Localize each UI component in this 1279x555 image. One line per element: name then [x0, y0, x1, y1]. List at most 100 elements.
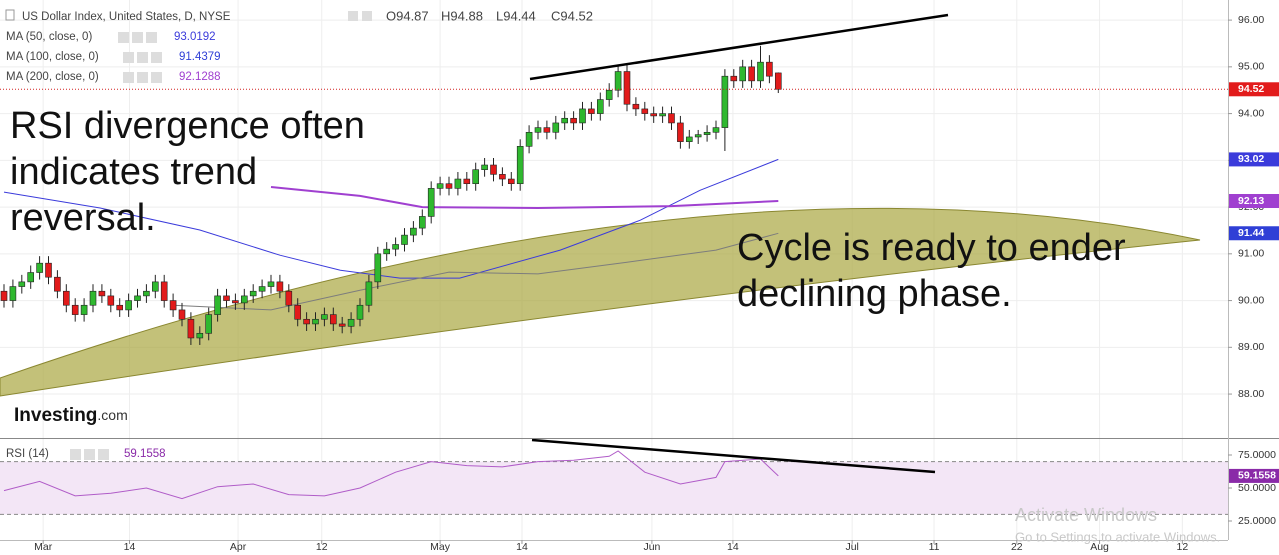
ma-legend-name: MA (50, close, 0) [6, 31, 92, 43]
candle-body [143, 290, 150, 297]
brand-name: Investing [14, 405, 97, 426]
candle-body [516, 146, 524, 185]
candle-body [605, 89, 613, 100]
legend-icon [137, 72, 148, 83]
candle-body [543, 127, 551, 133]
candle-body [712, 127, 720, 133]
annotation: indicates trend [10, 151, 257, 193]
candle-body [196, 332, 204, 339]
ma-tag-bg [1229, 194, 1279, 209]
candle-body [481, 164, 488, 170]
candle-body [703, 131, 711, 135]
ohlc-label: C94.52 [551, 8, 593, 23]
legend-icon [151, 52, 162, 63]
ma-legend-name: MA (200, close, 0) [6, 71, 99, 83]
candle-body [205, 314, 213, 334]
x-tick-label: 14 [727, 541, 739, 553]
legend-icon [123, 52, 134, 63]
legend-icon [123, 72, 134, 83]
ma-tag-bg [1229, 152, 1279, 167]
candle-body [668, 113, 675, 124]
candle-body [436, 183, 444, 189]
candle-body [9, 286, 17, 301]
price-trend-line [529, 13, 949, 81]
ma-tag: 91.44 [1238, 227, 1264, 239]
candle-body [650, 113, 657, 117]
candle-body [152, 281, 159, 292]
candle-body [392, 244, 399, 250]
watermark-title: Activate Windows [1015, 505, 1157, 525]
candle-body [18, 281, 26, 287]
candle-body [614, 71, 622, 91]
candle-body [534, 127, 542, 133]
candle-body [748, 66, 755, 82]
candle-body [125, 300, 132, 311]
candle-body [677, 122, 684, 142]
rsi-line [3, 450, 779, 500]
current-price-tag-bg [1229, 82, 1279, 97]
x-tick-label: 12 [316, 541, 328, 553]
candle-body [499, 174, 506, 180]
y-tick-label: 90.00 [1238, 294, 1264, 306]
legend-icon [146, 32, 157, 43]
candle-body [445, 183, 453, 189]
legend-icon [5, 9, 15, 21]
candle-body [329, 314, 337, 325]
candle-body [223, 295, 230, 301]
candle-body [98, 290, 106, 297]
ohlc-label: O94.87 [386, 8, 429, 23]
x-tick-label: May [430, 541, 451, 553]
legend-icon [137, 52, 148, 63]
x-tick-label: Apr [230, 541, 247, 553]
candle-body [258, 286, 266, 292]
candle-body [27, 272, 35, 283]
brand-suffix: .com [97, 407, 127, 423]
candle-body [71, 304, 79, 315]
candle-body [134, 295, 141, 301]
rsi-y-tick-label: 50.0000 [1238, 482, 1276, 494]
candle-body [169, 300, 177, 311]
candle-body [347, 318, 355, 327]
candle-body [89, 290, 97, 306]
y-tick-label: 88.00 [1238, 388, 1264, 400]
candle-body [507, 178, 515, 185]
ma-tag: 92.13 [1238, 195, 1264, 207]
candle-body [116, 304, 124, 311]
annotation: RSI divergence often [10, 105, 365, 147]
legend-icon [84, 449, 95, 460]
y-tick-label: 91.00 [1238, 248, 1264, 260]
x-tick-label: 14 [516, 541, 528, 553]
ma-tag-bg [1229, 226, 1279, 241]
y-tick-label: 96.00 [1238, 14, 1264, 26]
candle-body [187, 318, 195, 339]
y-tick-label: 94.00 [1238, 107, 1264, 119]
watermark-text: Go to Settings to activate Windows. [1015, 529, 1220, 544]
candle-body [267, 281, 275, 287]
candle-body [249, 290, 257, 297]
plot-layer [0, 45, 1228, 515]
legend-icon [70, 449, 81, 460]
candle-body [241, 295, 248, 304]
rsi-band [0, 461, 1228, 515]
candle-body [454, 178, 462, 189]
moving-average-line [270, 186, 779, 210]
candle-body [214, 295, 221, 315]
candle-body [410, 227, 417, 236]
x-tick-label: 12 [1177, 541, 1189, 553]
background-layer [0, 0, 1228, 540]
rsi-y-tick-label: 75.0000 [1238, 449, 1276, 461]
annotation: declining phase. [737, 273, 1012, 315]
legend-icon [362, 11, 372, 21]
chart-title: US Dollar Index, United States, D, NYSE [22, 11, 231, 23]
candle-body [570, 117, 577, 124]
ma-tag: 93.02 [1238, 153, 1264, 165]
candle-body [63, 290, 70, 306]
candle-body [774, 72, 782, 90]
rsi-tag: 59.1558 [1238, 470, 1276, 482]
candle-body [294, 304, 301, 320]
cycle-arc [0, 207, 1201, 397]
candle-body [80, 304, 88, 315]
candle-body [730, 75, 738, 82]
candle-body [338, 323, 346, 327]
rsi-trend-line [531, 438, 936, 474]
